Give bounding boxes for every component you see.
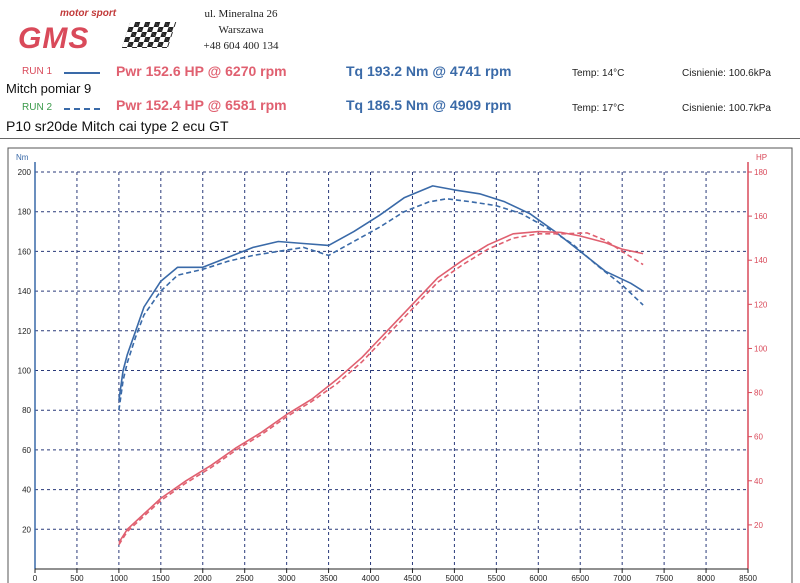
x-tick-label: 1000: [110, 574, 128, 583]
y-left-tick-label: 60: [22, 446, 31, 455]
power-series-run-1: [118, 230, 644, 543]
run2-torque: Tq 186.5 Nm @ 4909 rpm: [346, 97, 512, 113]
y-left-tick-label: 160: [18, 247, 32, 256]
address-city: Warszawa: [218, 24, 264, 36]
y-left-tick-label: 140: [18, 287, 32, 296]
y-right-tick-label: 40: [754, 477, 763, 486]
run2-label: RUN 2: [22, 102, 53, 113]
y-right-tick-label: 180: [754, 168, 768, 177]
x-tick-label: 1500: [152, 574, 170, 583]
x-tick-label: 6500: [571, 574, 589, 583]
x-tick-label: 3000: [278, 574, 296, 583]
logo-tagline: motor sport: [60, 8, 117, 19]
x-tick-label: 5000: [446, 574, 464, 583]
measurement-subtitle: Mitch pomiar 9: [6, 81, 92, 96]
y-left-tick-label: 200: [18, 168, 32, 177]
x-tick-label: 8000: [697, 574, 715, 583]
y-left-tick-label: 120: [18, 327, 32, 336]
x-tick-label: 500: [70, 574, 84, 583]
logo-brand: GMS: [18, 22, 90, 55]
y-right-tick-label: 120: [754, 300, 768, 309]
y-right-tick-label: 60: [754, 433, 763, 442]
x-tick-label: 7500: [655, 574, 673, 583]
gms-logo: motor sport GMS: [14, 8, 184, 56]
y-left-tick-label: 180: [18, 208, 32, 217]
dyno-chart: 0 500 1000 1500 2000 2500 3000 3500 4000 4500 5000…: [7, 147, 793, 583]
run2-temp: Temp: 17°C: [572, 103, 625, 114]
y-right-tick-label: 100: [754, 344, 768, 353]
y-right-tick-label: 20: [754, 521, 763, 530]
y-left-tick-label: 80: [22, 406, 31, 415]
run1-power: Pwr 152.6 HP @ 6270 rpm: [116, 63, 287, 79]
address-block: ul. Mineralna 26 Warszawa +48 604 400 13…: [196, 6, 286, 54]
run2-legend-line: [64, 108, 100, 110]
run1-legend-line: [64, 72, 100, 74]
x-tick-label: 2500: [236, 574, 254, 583]
x-tick-label: 4000: [362, 574, 380, 583]
x-tick-label: 2000: [194, 574, 212, 583]
checkered-flag-icon: [121, 22, 177, 48]
y-left-tick-label: 20: [22, 525, 31, 534]
address-street: ul. Mineralna 26: [204, 8, 278, 20]
y-left-axis-label: Nm: [16, 153, 29, 162]
x-tick-label: 6000: [529, 574, 547, 583]
y-left-tick-label: 100: [18, 367, 32, 376]
address-phone: +48 604 400 134: [203, 40, 279, 52]
torque-series-run-2: [118, 197, 644, 411]
header-divider: [0, 138, 800, 139]
run1-label: RUN 1: [22, 66, 53, 77]
x-tick-label: 5500: [487, 574, 505, 583]
chart-frame: [7, 147, 793, 583]
x-tick-label: 3500: [320, 574, 338, 583]
run1-torque: Tq 193.2 Nm @ 4741 rpm: [346, 63, 512, 79]
y-right-tick-label: 80: [754, 389, 763, 398]
report-header: motor sport GMS ul. Mineralna 26 Warszaw…: [0, 0, 800, 140]
y-right-tick-label: 140: [754, 256, 768, 265]
run1-pressure: Cisnienie: 100.6kPa: [682, 68, 771, 79]
x-tick-label: 8500: [739, 574, 757, 583]
chart-title: P10 sr20de Mitch cai type 2 ecu GT: [6, 118, 229, 134]
y-right-tick-label: 160: [754, 212, 768, 221]
y-right-axis-label: HP: [756, 153, 767, 162]
x-tick-label: 0: [33, 574, 38, 583]
torque-series-run-1: [118, 185, 644, 401]
run2-pressure: Cisnienie: 100.7kPa: [682, 103, 771, 114]
x-tick-label: 7000: [613, 574, 631, 583]
y-left-tick-label: 40: [22, 486, 31, 495]
run1-temp: Temp: 14°C: [572, 68, 625, 79]
x-tick-label: 4500: [404, 574, 422, 583]
power-series-run-2: [118, 232, 644, 546]
run2-power: Pwr 152.4 HP @ 6581 rpm: [116, 97, 287, 113]
